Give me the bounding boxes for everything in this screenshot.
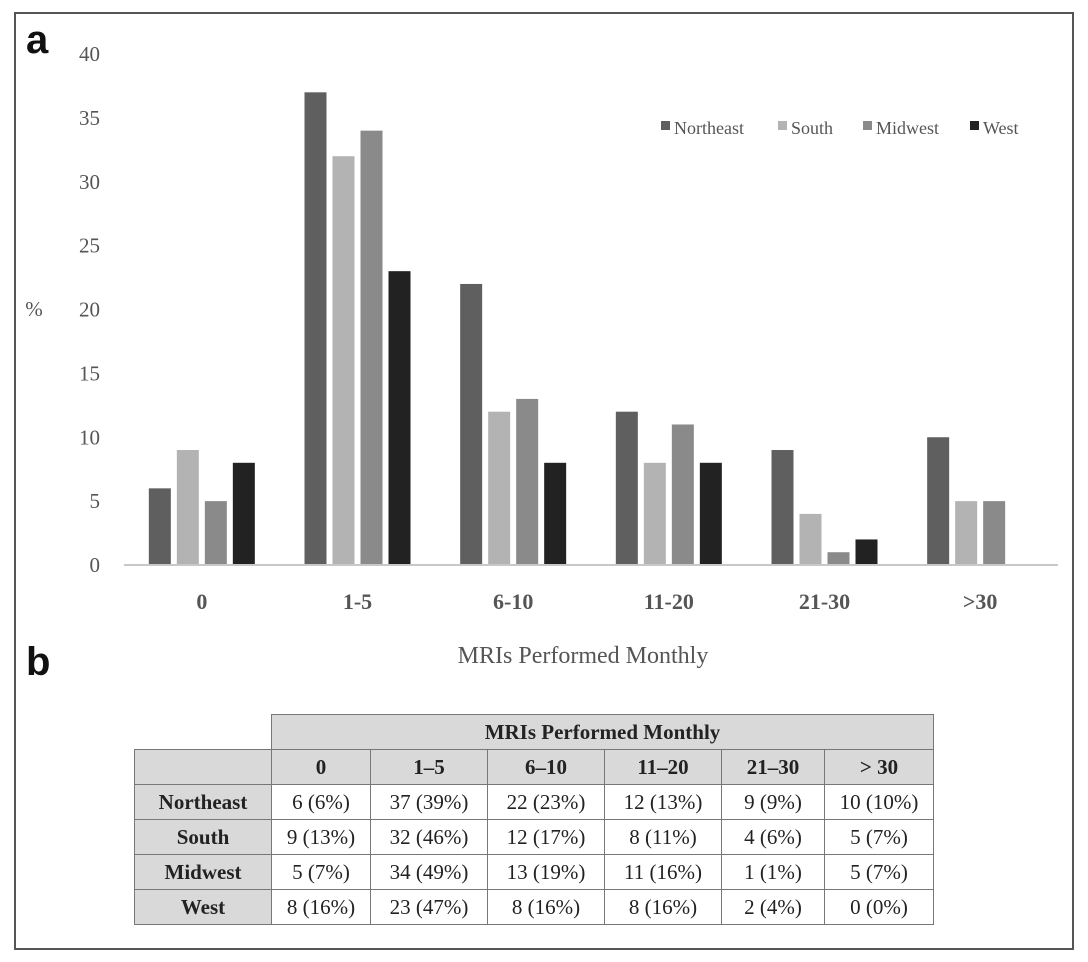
legend-label-northeast: Northeast <box>674 118 744 138</box>
y-tick-label: 15 <box>79 361 100 385</box>
bar-northeast <box>148 488 171 565</box>
bar-northeast <box>460 283 483 565</box>
mri-summary-table: MRIs Performed Monthly 0 1–5 6–10 11–20 21–3… <box>134 714 934 925</box>
table-cell: 5 (7%) <box>824 854 934 890</box>
legend-swatch-south <box>778 121 787 130</box>
y-tick-label: 20 <box>79 298 100 322</box>
table-cell: 12 (13%) <box>604 784 722 820</box>
table-cell: 4 (6%) <box>721 819 825 855</box>
table-cell: 5 (7%) <box>271 854 371 890</box>
bar-midwest <box>827 552 850 565</box>
table-column-header: 1–5 <box>370 749 488 785</box>
table-row: Midwest 5 (7%) 34 (49%) 13 (19%) 11 (16%) 1 (… <box>134 854 934 890</box>
bar-midwest <box>516 398 539 565</box>
table-cell: 10 (10%) <box>824 784 934 820</box>
table-row: Northeast 6 (6%) 37 (39%) 22 (23%) 12 (13%) 9… <box>134 784 934 820</box>
y-axis-label: % <box>25 297 43 321</box>
table-column-header-row: 0 1–5 6–10 11–20 21–30 > 30 <box>134 749 934 785</box>
bar-midwest <box>671 424 694 565</box>
y-tick-label: 5 <box>90 489 101 513</box>
table-cell: 0 (0%) <box>824 889 934 925</box>
bar-south <box>955 501 978 565</box>
table-row-header: West <box>134 889 272 925</box>
bar-midwest <box>360 130 383 565</box>
y-tick-label: 40 <box>79 42 100 66</box>
legend-swatch-west <box>970 121 979 130</box>
y-tick-label: 25 <box>79 234 100 258</box>
bar-northeast <box>771 450 794 565</box>
bar-northeast <box>927 437 950 565</box>
bar-west <box>388 271 411 565</box>
x-axis-label: MRIs Performed Monthly <box>458 643 709 669</box>
legend-label-midwest: Midwest <box>876 118 939 138</box>
table-row: West 8 (16%) 23 (47%) 8 (16%) 8 (16%) 2 (4%) 0… <box>134 889 934 925</box>
x-tick-label: 0 <box>196 589 207 614</box>
table-row: South 9 (13%) 32 (46%) 12 (17%) 8 (11%) 4 (6%… <box>134 819 934 855</box>
table-column-header: 6–10 <box>487 749 605 785</box>
legend-swatch-northeast <box>661 121 670 130</box>
x-tick-label: 6-10 <box>493 589 533 614</box>
table-column-header: 21–30 <box>721 749 825 785</box>
bar-west <box>232 462 255 565</box>
table-row-header: Midwest <box>134 854 272 890</box>
table-cell: 9 (9%) <box>721 784 825 820</box>
legend-swatch-midwest <box>863 121 872 130</box>
table-group-header-row: MRIs Performed Monthly <box>135 714 934 750</box>
bar-south <box>643 462 666 565</box>
table-column-header: > 30 <box>824 749 934 785</box>
table-cell: 1 (1%) <box>721 854 825 890</box>
bar-west <box>855 539 878 565</box>
table-row-header: South <box>134 819 272 855</box>
bar-midwest <box>983 501 1006 565</box>
table-cell: 13 (19%) <box>487 854 605 890</box>
bar-northeast <box>304 92 327 565</box>
table-cell: 32 (46%) <box>370 819 488 855</box>
mri-table: MRIs Performed Monthly 0 1–5 6–10 11–20 21–3… <box>134 714 934 925</box>
table-cell: 37 (39%) <box>370 784 488 820</box>
panel-label-a: a <box>26 18 49 62</box>
bar-south <box>799 513 822 565</box>
table-cell: 8 (16%) <box>487 889 605 925</box>
legend-label-south: South <box>791 118 833 138</box>
table-cell: 34 (49%) <box>370 854 488 890</box>
table-cell: 2 (4%) <box>721 889 825 925</box>
table-body: Northeast 6 (6%) 37 (39%) 22 (23%) 12 (13%) 9… <box>134 784 934 925</box>
table-cell: 12 (17%) <box>487 819 605 855</box>
table-cell: 9 (13%) <box>271 819 371 855</box>
y-tick-label: 30 <box>79 170 100 194</box>
table-cell: 22 (23%) <box>487 784 605 820</box>
panel-label-b: b <box>26 640 51 684</box>
bar-south <box>488 411 511 565</box>
table-cell: 8 (16%) <box>271 889 371 925</box>
table-group-header: MRIs Performed Monthly <box>271 714 934 750</box>
bar-south <box>176 450 199 565</box>
bar-midwest <box>204 501 227 565</box>
table-header-blank <box>134 749 272 785</box>
table-cell: 6 (6%) <box>271 784 371 820</box>
bar-chart: 0 5 10 15 20 25 30 35 40 0 1-5 6-10 11-20 21-30 >30% MR… <box>25 42 1058 669</box>
bar-west <box>699 462 722 565</box>
table-cell: 8 (11%) <box>604 819 722 855</box>
bar-south <box>332 156 355 565</box>
table-cell: 5 (7%) <box>824 819 934 855</box>
bar-west <box>544 462 567 565</box>
y-tick-label: 35 <box>79 106 100 130</box>
legend-label-west: West <box>983 118 1019 138</box>
x-tick-label: >30 <box>963 589 998 614</box>
table-column-header: 0 <box>271 749 371 785</box>
table-corner-blank <box>135 715 272 750</box>
table-cell: 8 (16%) <box>604 889 722 925</box>
table-row-header: Northeast <box>134 784 272 820</box>
x-tick-label: 21-30 <box>799 589 850 614</box>
table-cell: 11 (16%) <box>604 854 722 890</box>
table-column-header: 11–20 <box>604 749 722 785</box>
x-tick-label: 1-5 <box>343 589 372 614</box>
y-tick-label: 10 <box>79 425 100 449</box>
x-tick-label: 11-20 <box>644 589 694 614</box>
y-tick-label: 0 <box>90 553 101 577</box>
bar-northeast <box>615 411 638 565</box>
table-cell: 23 (47%) <box>370 889 488 925</box>
